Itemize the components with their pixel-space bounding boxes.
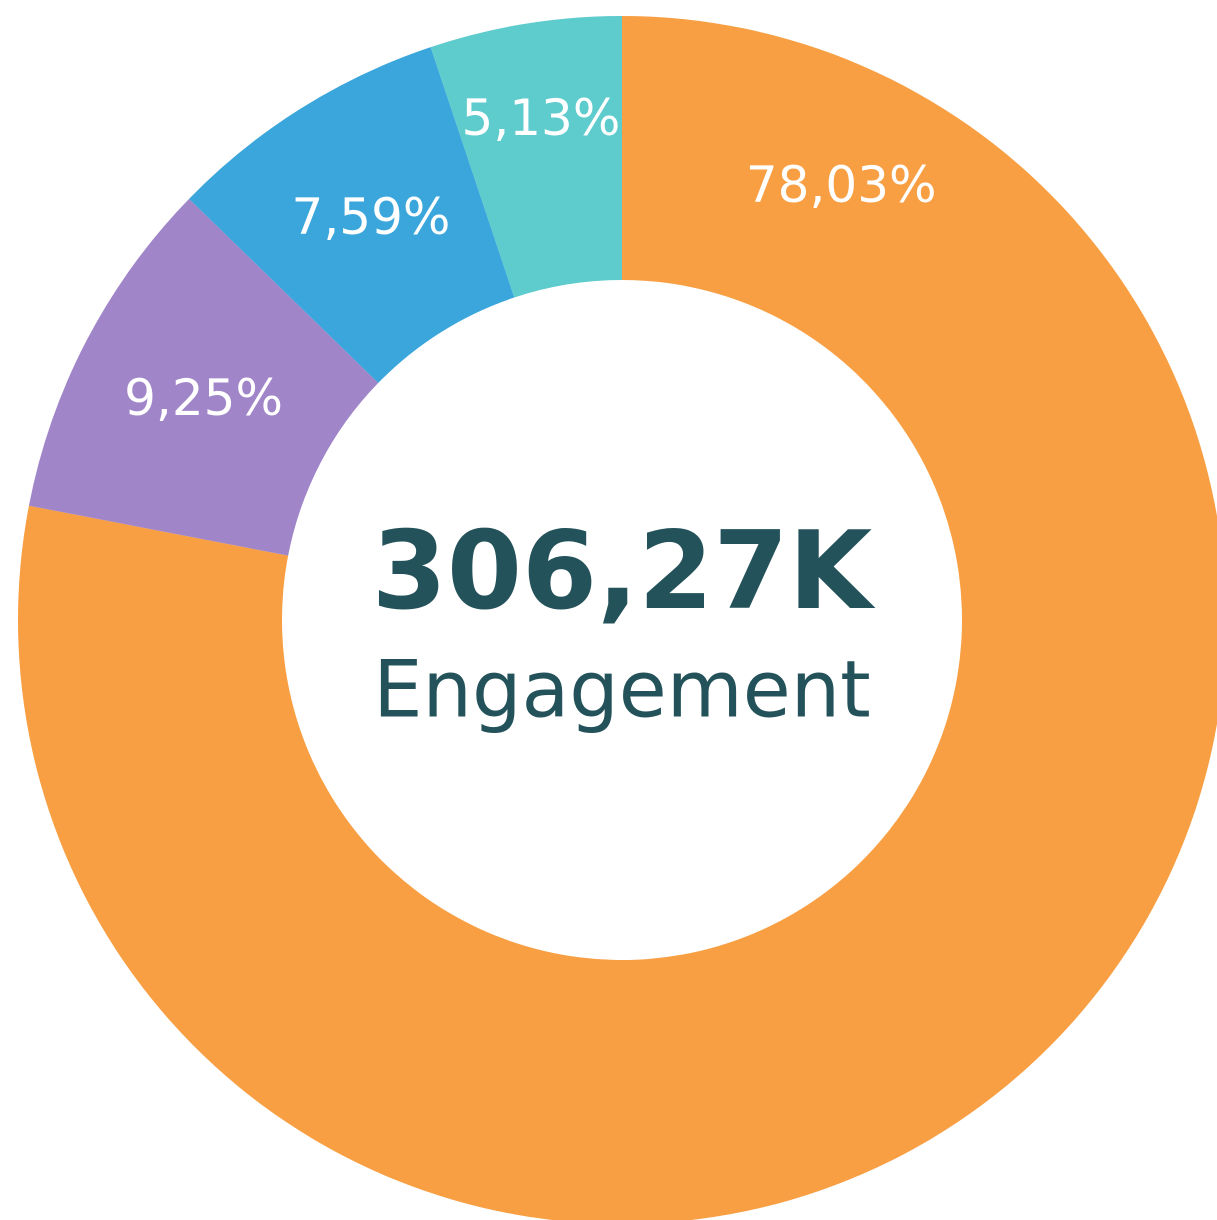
slice <box>28 198 379 556</box>
slices <box>18 16 1217 1220</box>
center-label: Engagement <box>373 645 871 735</box>
slice-label: 5,13% <box>462 89 621 147</box>
slice <box>18 16 1217 1220</box>
slice-label: 9,25% <box>124 369 283 427</box>
slice-label: 7,59% <box>292 188 451 246</box>
slice <box>189 47 515 383</box>
slice-label: 78,03% <box>746 156 937 214</box>
center-value: 306,27K <box>372 509 876 634</box>
slice <box>430 16 622 298</box>
